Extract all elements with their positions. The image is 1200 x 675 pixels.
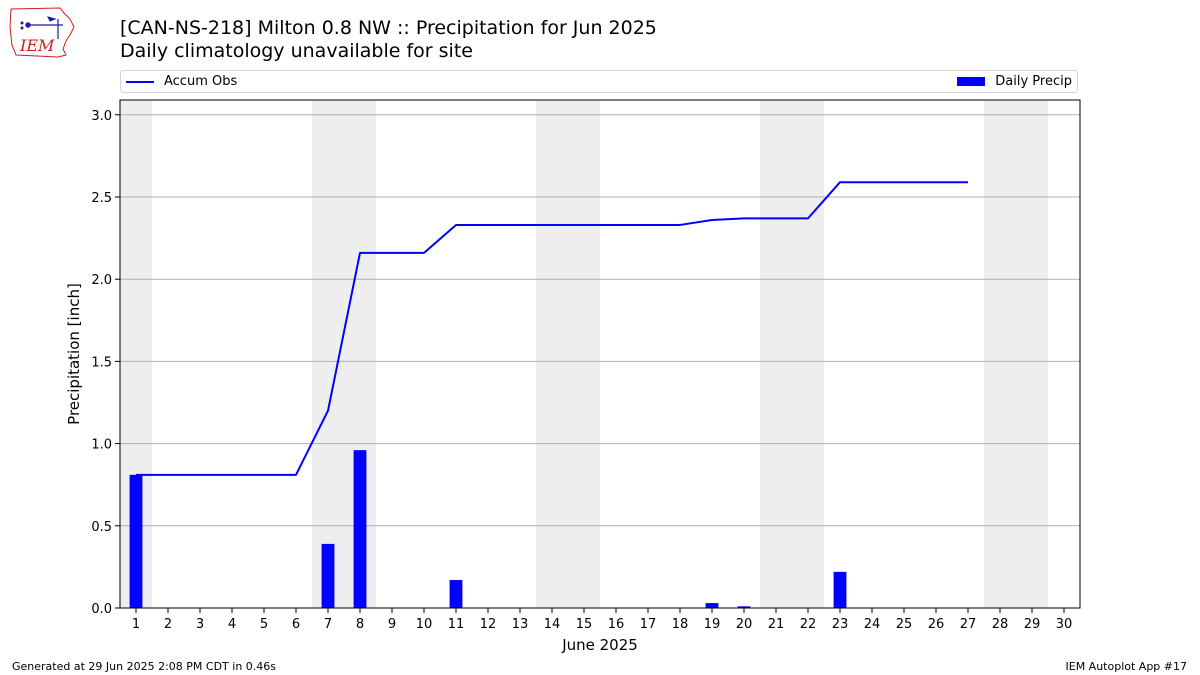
weather-station-icon bbox=[20, 16, 63, 39]
x-tick-label: 24 bbox=[864, 617, 881, 632]
legend-item-daily: Daily Precip bbox=[957, 74, 1072, 89]
plot-frame bbox=[119, 99, 1081, 609]
y-tick-label: 0.5 bbox=[91, 520, 112, 535]
x-tick-label: 20 bbox=[736, 617, 753, 632]
weekend-band bbox=[536, 100, 600, 608]
y-tick-label: 1.5 bbox=[91, 355, 112, 370]
y-axis-label: Precipitation [inch] bbox=[65, 283, 83, 425]
y-tick-label: 3.0 bbox=[91, 109, 112, 124]
x-tick-label: 4 bbox=[228, 617, 236, 632]
x-tick-label: 9 bbox=[388, 617, 396, 632]
logo-text: IEM bbox=[19, 36, 55, 55]
x-tick-label: 8 bbox=[356, 617, 364, 632]
x-tick-label: 18 bbox=[672, 617, 689, 632]
legend-label-accum: Accum Obs bbox=[164, 74, 238, 89]
precip-bar bbox=[129, 474, 143, 608]
x-tick-label: 15 bbox=[576, 617, 593, 632]
precip-bar bbox=[449, 580, 463, 608]
legend-label-daily: Daily Precip bbox=[995, 74, 1072, 89]
weekend-band bbox=[760, 100, 824, 608]
x-tick-label: 29 bbox=[1024, 617, 1041, 632]
x-tick-label: 21 bbox=[768, 617, 785, 632]
precip-bar bbox=[737, 606, 751, 608]
x-tick-label: 22 bbox=[800, 617, 817, 632]
weekend-band bbox=[984, 100, 1048, 608]
chart-legend: Accum Obs Daily Precip bbox=[120, 70, 1078, 93]
iem-logo: IEM bbox=[9, 7, 75, 58]
y-tick-label: 2.5 bbox=[91, 191, 112, 206]
accum-line bbox=[136, 181, 968, 476]
x-axis-label: June 2025 bbox=[561, 636, 638, 654]
chart-title: [CAN-NS-218] Milton 0.8 NW :: Precipitat… bbox=[120, 17, 657, 39]
legend-bar-swatch bbox=[957, 77, 986, 86]
y-tick-label: 0.0 bbox=[91, 602, 112, 617]
x-tick-label: 7 bbox=[324, 617, 332, 632]
x-tick-label: 11 bbox=[448, 617, 465, 632]
iowa-outline-icon bbox=[9, 7, 75, 58]
precip-bar bbox=[321, 543, 335, 608]
x-tick-label: 1 bbox=[132, 617, 140, 632]
x-tick-label: 13 bbox=[512, 617, 529, 632]
footer-app: IEM Autoplot App #17 bbox=[1065, 660, 1188, 673]
x-tick-label: 19 bbox=[704, 617, 721, 632]
legend-item-accum: Accum Obs bbox=[126, 74, 237, 89]
x-tick-label: 2 bbox=[164, 617, 172, 632]
x-tick-label: 17 bbox=[640, 617, 657, 632]
precip-bar bbox=[353, 450, 367, 608]
legend-line-swatch bbox=[126, 80, 154, 83]
x-tick-label: 3 bbox=[196, 617, 204, 632]
chart-subtitle: Daily climatology unavailable for site bbox=[120, 40, 473, 62]
precip-bar bbox=[705, 603, 719, 608]
x-tick-label: 6 bbox=[292, 617, 300, 632]
x-tick-label: 23 bbox=[832, 617, 849, 632]
footer-generated: Generated at 29 Jun 2025 2:08 PM CDT in … bbox=[12, 660, 277, 673]
x-tick-label: 28 bbox=[992, 617, 1009, 632]
x-tick-label: 14 bbox=[544, 617, 561, 632]
x-tick-label: 30 bbox=[1056, 617, 1073, 632]
x-tick-label: 16 bbox=[608, 617, 625, 632]
x-tick-label: 25 bbox=[896, 617, 913, 632]
x-tick-label: 10 bbox=[416, 617, 433, 632]
precip-bar bbox=[833, 571, 847, 608]
x-tick-label: 12 bbox=[480, 617, 497, 632]
y-tick-label: 2.0 bbox=[91, 273, 112, 288]
x-tick-label: 27 bbox=[960, 617, 977, 632]
x-tick-label: 26 bbox=[928, 617, 945, 632]
y-tick-label: 1.0 bbox=[91, 438, 112, 453]
x-tick-label: 5 bbox=[260, 617, 268, 632]
